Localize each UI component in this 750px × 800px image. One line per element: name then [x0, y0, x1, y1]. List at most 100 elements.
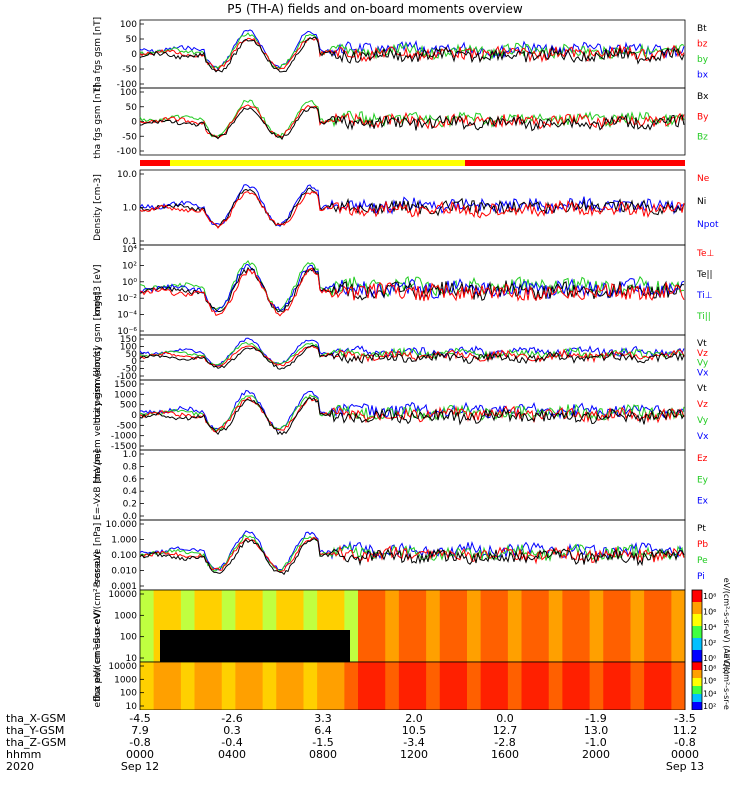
footer-value: 0.3: [223, 724, 241, 737]
y-tick-label: -1000: [111, 432, 137, 442]
colorbar-band: [692, 650, 702, 663]
legend-entry: Npot: [697, 220, 719, 230]
colorbar-band: [692, 626, 702, 639]
colorbar-tick-label: 10²: [703, 702, 716, 710]
legend-entry: Te⊥: [696, 249, 715, 259]
series-line: [139, 36, 685, 73]
y-tick-label: 1000: [114, 611, 137, 621]
heatmap-cell: [467, 662, 482, 710]
heatmap-cell: [480, 662, 495, 710]
legend-entry: Ez: [697, 454, 708, 464]
footer-value: -0.8: [674, 736, 696, 749]
footer-value: -2.8: [494, 736, 516, 749]
y-tick-label: 1.000: [111, 536, 137, 546]
footer-value: Sep 13: [665, 760, 705, 773]
heatmap-cell: [616, 590, 631, 662]
heatmap-cell: [140, 662, 155, 710]
heatmap-cell: [589, 662, 604, 710]
heatmap-cell: [249, 662, 264, 710]
heatmap-cell: [371, 590, 386, 662]
heatmap-cell: [194, 662, 209, 710]
y-tick-label: 0.100: [111, 551, 137, 561]
y-tick-label: -50: [122, 132, 137, 142]
series-line: [139, 345, 685, 367]
footer-value: 1600: [491, 748, 519, 761]
y-tick-label: 0: [131, 357, 137, 367]
y-tick-label: 10⁻²: [117, 294, 137, 304]
footer-value: 0000: [671, 748, 699, 761]
series-line: [139, 536, 685, 573]
colorbar-tick-label: 10⁴: [703, 623, 716, 632]
y-tick-label: 100: [120, 689, 137, 699]
series-line: [139, 534, 685, 572]
footer-value: 12.7: [492, 724, 518, 737]
legend-entry: Ex: [697, 497, 709, 507]
y-tick-label: -50: [122, 365, 137, 375]
footer-value: 13.0: [583, 724, 609, 737]
footer-value: -3.4: [403, 736, 425, 749]
heatmap-cell: [344, 662, 359, 710]
legend-entry: Vt: [697, 339, 707, 349]
heatmap-cell: [521, 662, 536, 710]
heatmap-cell: [276, 662, 291, 710]
heatmap-cell: [630, 590, 645, 662]
y-axis-label: Pressure [nPa]: [93, 523, 103, 588]
heatmap-cell: [589, 590, 604, 662]
y-tick-label: 10⁴: [122, 245, 137, 255]
heatmap-cell: [289, 662, 304, 710]
heatmap-cell: [548, 590, 563, 662]
series-line: [139, 99, 685, 139]
legend-entry: Vx: [697, 368, 709, 378]
legend-entry: Pi: [697, 572, 705, 582]
legend-entry: Bz: [697, 133, 708, 143]
legend-entry: Ne: [697, 174, 710, 184]
colorbar-label: eV/(cm²-s-sr-eV) (All Qs): [722, 578, 731, 675]
series-line: [139, 191, 685, 229]
footer-value: -4.5: [129, 712, 151, 725]
panel-frame: [139, 449, 686, 521]
heatmap-cell: [330, 662, 345, 710]
heatmap-cell: [548, 662, 563, 710]
footer-value: -1.5: [312, 736, 334, 749]
y-tick-label: -100: [117, 80, 138, 90]
heatmap-cell: [535, 662, 550, 710]
legend-entry: by: [697, 55, 709, 65]
y-tick-label: 0: [131, 50, 137, 60]
colorbar-frame: [691, 661, 703, 710]
heatmap-cell: [385, 590, 400, 662]
footer-value: -3.5: [674, 712, 696, 725]
heatmap-cell: [426, 662, 441, 710]
legend-entry: Vt: [697, 384, 707, 394]
legend-entry: bz: [697, 40, 708, 50]
series-line: [139, 396, 685, 436]
colorbar-tick-label: 10⁶: [703, 677, 716, 686]
heatmap-cell: [140, 590, 155, 662]
y-tick-label: 0.010: [111, 567, 137, 577]
heatmap-cell: [221, 662, 236, 710]
footer-row-label: tha_Y-GSM: [6, 724, 65, 737]
legend-entry: bx: [697, 71, 709, 81]
footer-row-label: tha_X-GSM: [6, 712, 66, 725]
legend-entry: Bx: [697, 92, 709, 102]
heatmap-cell: [398, 662, 413, 710]
legend-entry: Vx: [697, 432, 709, 442]
y-tick-label: -50: [122, 65, 137, 75]
colorbar-tick-label: 10⁸: [703, 664, 716, 673]
footer-row-label: hhmm: [6, 748, 42, 761]
heatmap-cell: [167, 662, 182, 710]
legend-entry: Pb: [697, 540, 708, 550]
heatmap-cell: [603, 590, 618, 662]
y-tick-label: 100: [120, 633, 137, 643]
colorbar-band: [692, 702, 702, 710]
y-axis-label: E=-VxB [mV/m]: [93, 450, 103, 520]
heatmap-cell: [521, 590, 536, 662]
series-line: [139, 344, 685, 370]
y-tick-label: 0.8: [123, 462, 138, 472]
footer-value: -1.9: [585, 712, 607, 725]
y-tick-label: -100: [117, 372, 138, 382]
heatmap-cell: [262, 662, 277, 710]
heatmap-cell: [507, 590, 522, 662]
y-tick-label: 100: [120, 20, 137, 30]
legend-entry: Ti||: [696, 312, 711, 322]
y-axis-label: tha fgs gsm [nT]: [93, 17, 103, 91]
